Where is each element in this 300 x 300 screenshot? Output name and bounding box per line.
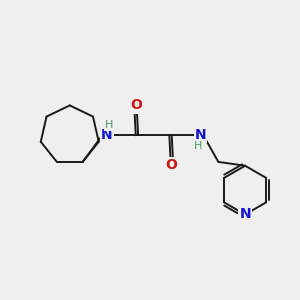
- Text: H: H: [194, 140, 202, 151]
- Text: H: H: [105, 120, 113, 130]
- Text: N: N: [195, 128, 206, 142]
- Text: N: N: [101, 128, 113, 142]
- Text: N: N: [239, 208, 251, 221]
- Text: O: O: [131, 98, 142, 112]
- Text: O: O: [165, 158, 177, 172]
